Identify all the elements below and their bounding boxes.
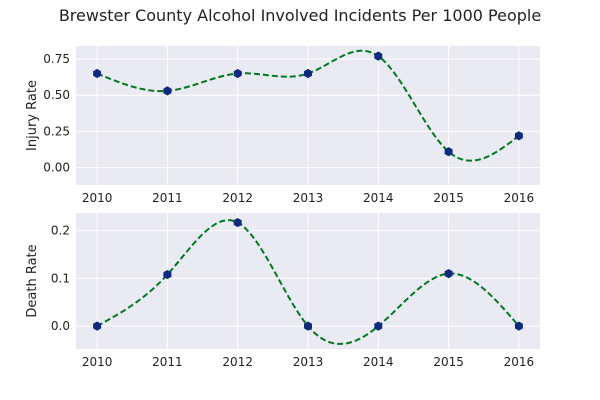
plot-2-xtick-label: 2010 (82, 355, 113, 369)
plot-2-xtick-label: 2016 (504, 355, 535, 369)
plot-2-data-point (514, 321, 523, 331)
plot-1-xtick-label: 2016 (504, 191, 535, 205)
plot-2-ytick-label: 0.0 (51, 319, 70, 333)
plot-2-xtick-label: 2013 (293, 355, 324, 369)
plot-2-data-point (93, 321, 102, 331)
plot-2-data-point (374, 321, 383, 331)
plot-1-xtick-label: 2015 (433, 191, 464, 205)
plot-1-data-point (163, 86, 172, 96)
plot-1-xtick-label: 2011 (152, 191, 183, 205)
plot-1-ylabel: Injury Rate (25, 80, 40, 151)
plot-1-ytick-label: 0.50 (43, 88, 70, 102)
plot-1-data-point (93, 68, 102, 79)
plot-2-ytick-label: 0.1 (51, 271, 70, 285)
plot-1-xtick-label: 2010 (82, 191, 113, 205)
chart-title: Brewster County Alcohol Involved Inciden… (58, 6, 542, 25)
plot-1-data-point (514, 131, 523, 141)
plot-1-data-point (304, 68, 312, 79)
plot-2-xtick-label: 2012 (222, 355, 253, 369)
plot-2-ylabel: Death Rate (25, 244, 40, 317)
plot-2-xtick-label: 2014 (363, 355, 394, 369)
plot-1-data-point (444, 147, 453, 157)
plot-2-data-point (233, 217, 242, 228)
plot-1-ytick-label: 0.00 (43, 161, 70, 175)
plot-2-xtick-label: 2015 (433, 355, 464, 369)
plot-2-data-point (304, 321, 312, 331)
plot-2-data-point (444, 269, 453, 279)
plot-1-ytick-label: 0.25 (43, 124, 70, 138)
plot-2-ytick-label: 0.2 (51, 224, 70, 238)
plot-1-xtick-label: 2014 (363, 191, 394, 205)
plot-2-data-point (163, 269, 172, 280)
plot-1-data-point (233, 68, 242, 79)
plot-1-ytick-label: 0.75 (43, 52, 70, 66)
plot-1-xtick-label: 2013 (293, 191, 324, 205)
plot-2-xtick-label: 2011 (152, 355, 183, 369)
plot-1-data-point (374, 51, 383, 61)
plot-1-xtick-label: 2012 (222, 191, 253, 205)
